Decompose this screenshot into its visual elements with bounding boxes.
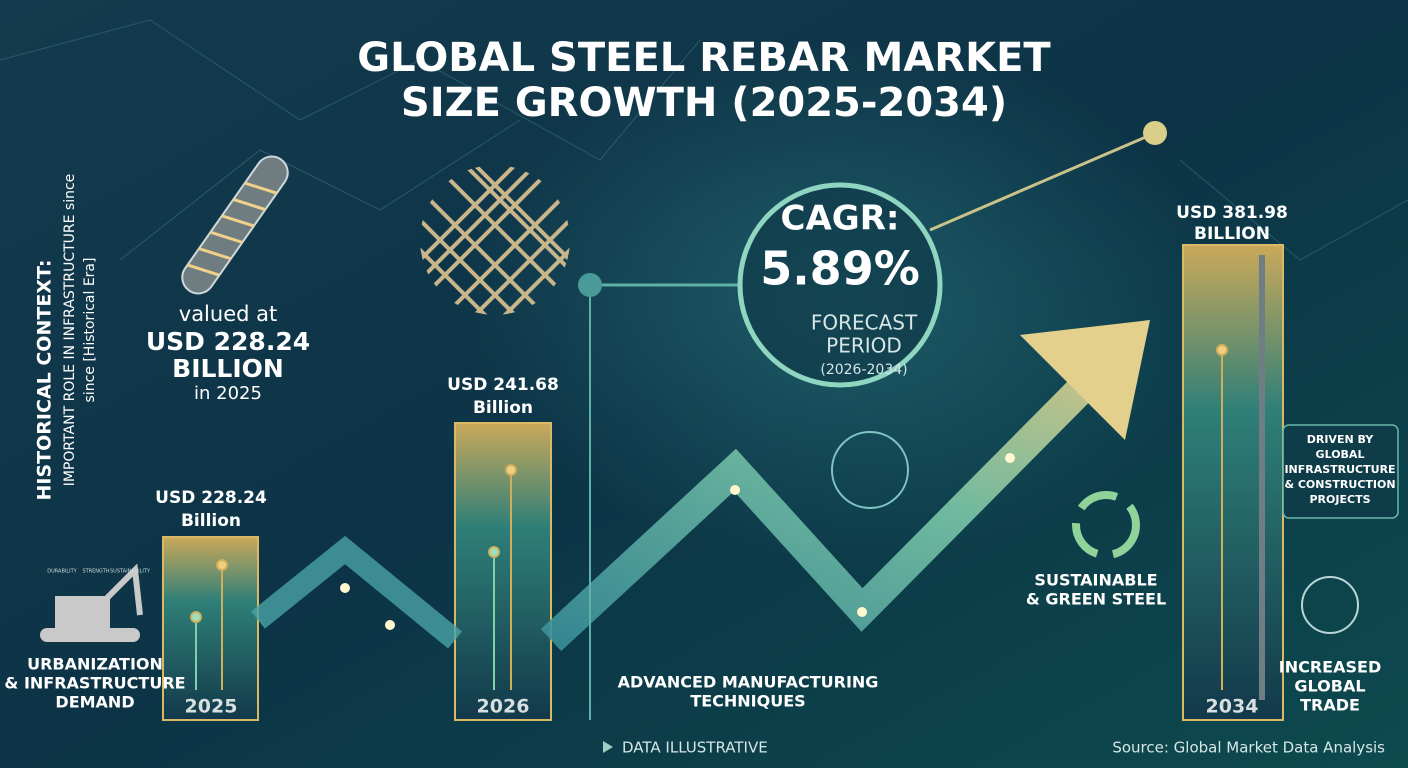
bar-value: USD 228.24 xyxy=(155,488,267,508)
highlight-amount: USD 228.24 xyxy=(146,327,310,356)
excavator-icon xyxy=(40,563,143,642)
icon-label: DURABILITY xyxy=(47,569,77,575)
cagr-label: CAGR: xyxy=(781,199,900,239)
driver-text: SUSTAINABLE xyxy=(1034,571,1157,590)
cagr-period: FORECAST xyxy=(811,311,918,335)
cagr-value: 5.89% xyxy=(760,242,920,296)
bar-year: 2026 xyxy=(477,696,530,718)
driver-text: GLOBAL xyxy=(1316,448,1365,461)
driver-text: ADVANCED MANUFACTURING xyxy=(618,673,879,692)
cagr-range: (2026-2034) xyxy=(820,362,907,378)
driver-text: & CONSTRUCTION xyxy=(1284,478,1395,491)
bar-year: 2034 xyxy=(1206,696,1259,718)
icon-label: STRENGTH xyxy=(82,569,109,575)
footer-source: Source: Global Market Data Analysis xyxy=(1112,739,1385,757)
driver-text: GLOBAL xyxy=(1294,677,1365,696)
bar-value: USD 241.68 xyxy=(447,375,559,395)
bar-year: 2025 xyxy=(185,696,238,718)
driver-text: PROJECTS xyxy=(1310,493,1371,506)
title: GLOBAL STEEL REBAR MARKET xyxy=(357,35,1051,81)
cagr-connector xyxy=(578,121,1167,720)
icon-label: SUSTAINABILITY xyxy=(110,569,151,575)
footer-note: DATA ILLUSTRATIVE xyxy=(622,739,768,757)
growth-arrow xyxy=(251,320,1150,652)
driver-text: INFRASTRUCTURE xyxy=(1284,463,1395,476)
bar-value: Billion xyxy=(473,398,533,418)
driver-text: URBANIZATION xyxy=(27,655,163,674)
driver-text: TRADE xyxy=(1300,696,1360,715)
driver-text: & INFRASTRUCTURE xyxy=(4,674,185,693)
driver-box xyxy=(1282,424,1399,519)
recycle-icon xyxy=(1072,491,1140,559)
highlight-suffix: in 2025 xyxy=(194,383,262,404)
cagr-circle xyxy=(737,182,943,388)
globe-icon xyxy=(831,431,909,509)
highlight-prefix: valued at xyxy=(179,302,277,326)
bar-value: Billion xyxy=(181,511,241,531)
bar-value: BILLION xyxy=(1194,224,1270,244)
play-icon xyxy=(603,741,613,753)
driver-text: INCREASED xyxy=(1279,658,1381,677)
rebar-icon xyxy=(181,155,289,295)
sidebar-text: IMPORTANT ROLE IN INFRASTRUCTURE since xyxy=(62,174,78,487)
driver-text: DRIVEN BY xyxy=(1307,433,1375,446)
driver-text: TECHNIQUES xyxy=(690,692,805,711)
network-lines xyxy=(0,19,1408,261)
title: SIZE GROWTH (2025-2034) xyxy=(401,80,1007,126)
bars xyxy=(162,244,1284,721)
driver-text: & GREEN STEEL xyxy=(1026,590,1166,609)
sidebar-text: since [Historical Era] xyxy=(82,258,98,403)
highlight-unit: BILLION xyxy=(172,354,284,383)
bar-value: USD 381.98 xyxy=(1176,203,1288,223)
driver-text: DEMAND xyxy=(55,693,134,712)
sidebar-heading: HISTORICAL CONTEXT: xyxy=(34,260,56,501)
globe-icon xyxy=(1301,576,1359,634)
cagr-period: PERIOD xyxy=(826,334,902,358)
